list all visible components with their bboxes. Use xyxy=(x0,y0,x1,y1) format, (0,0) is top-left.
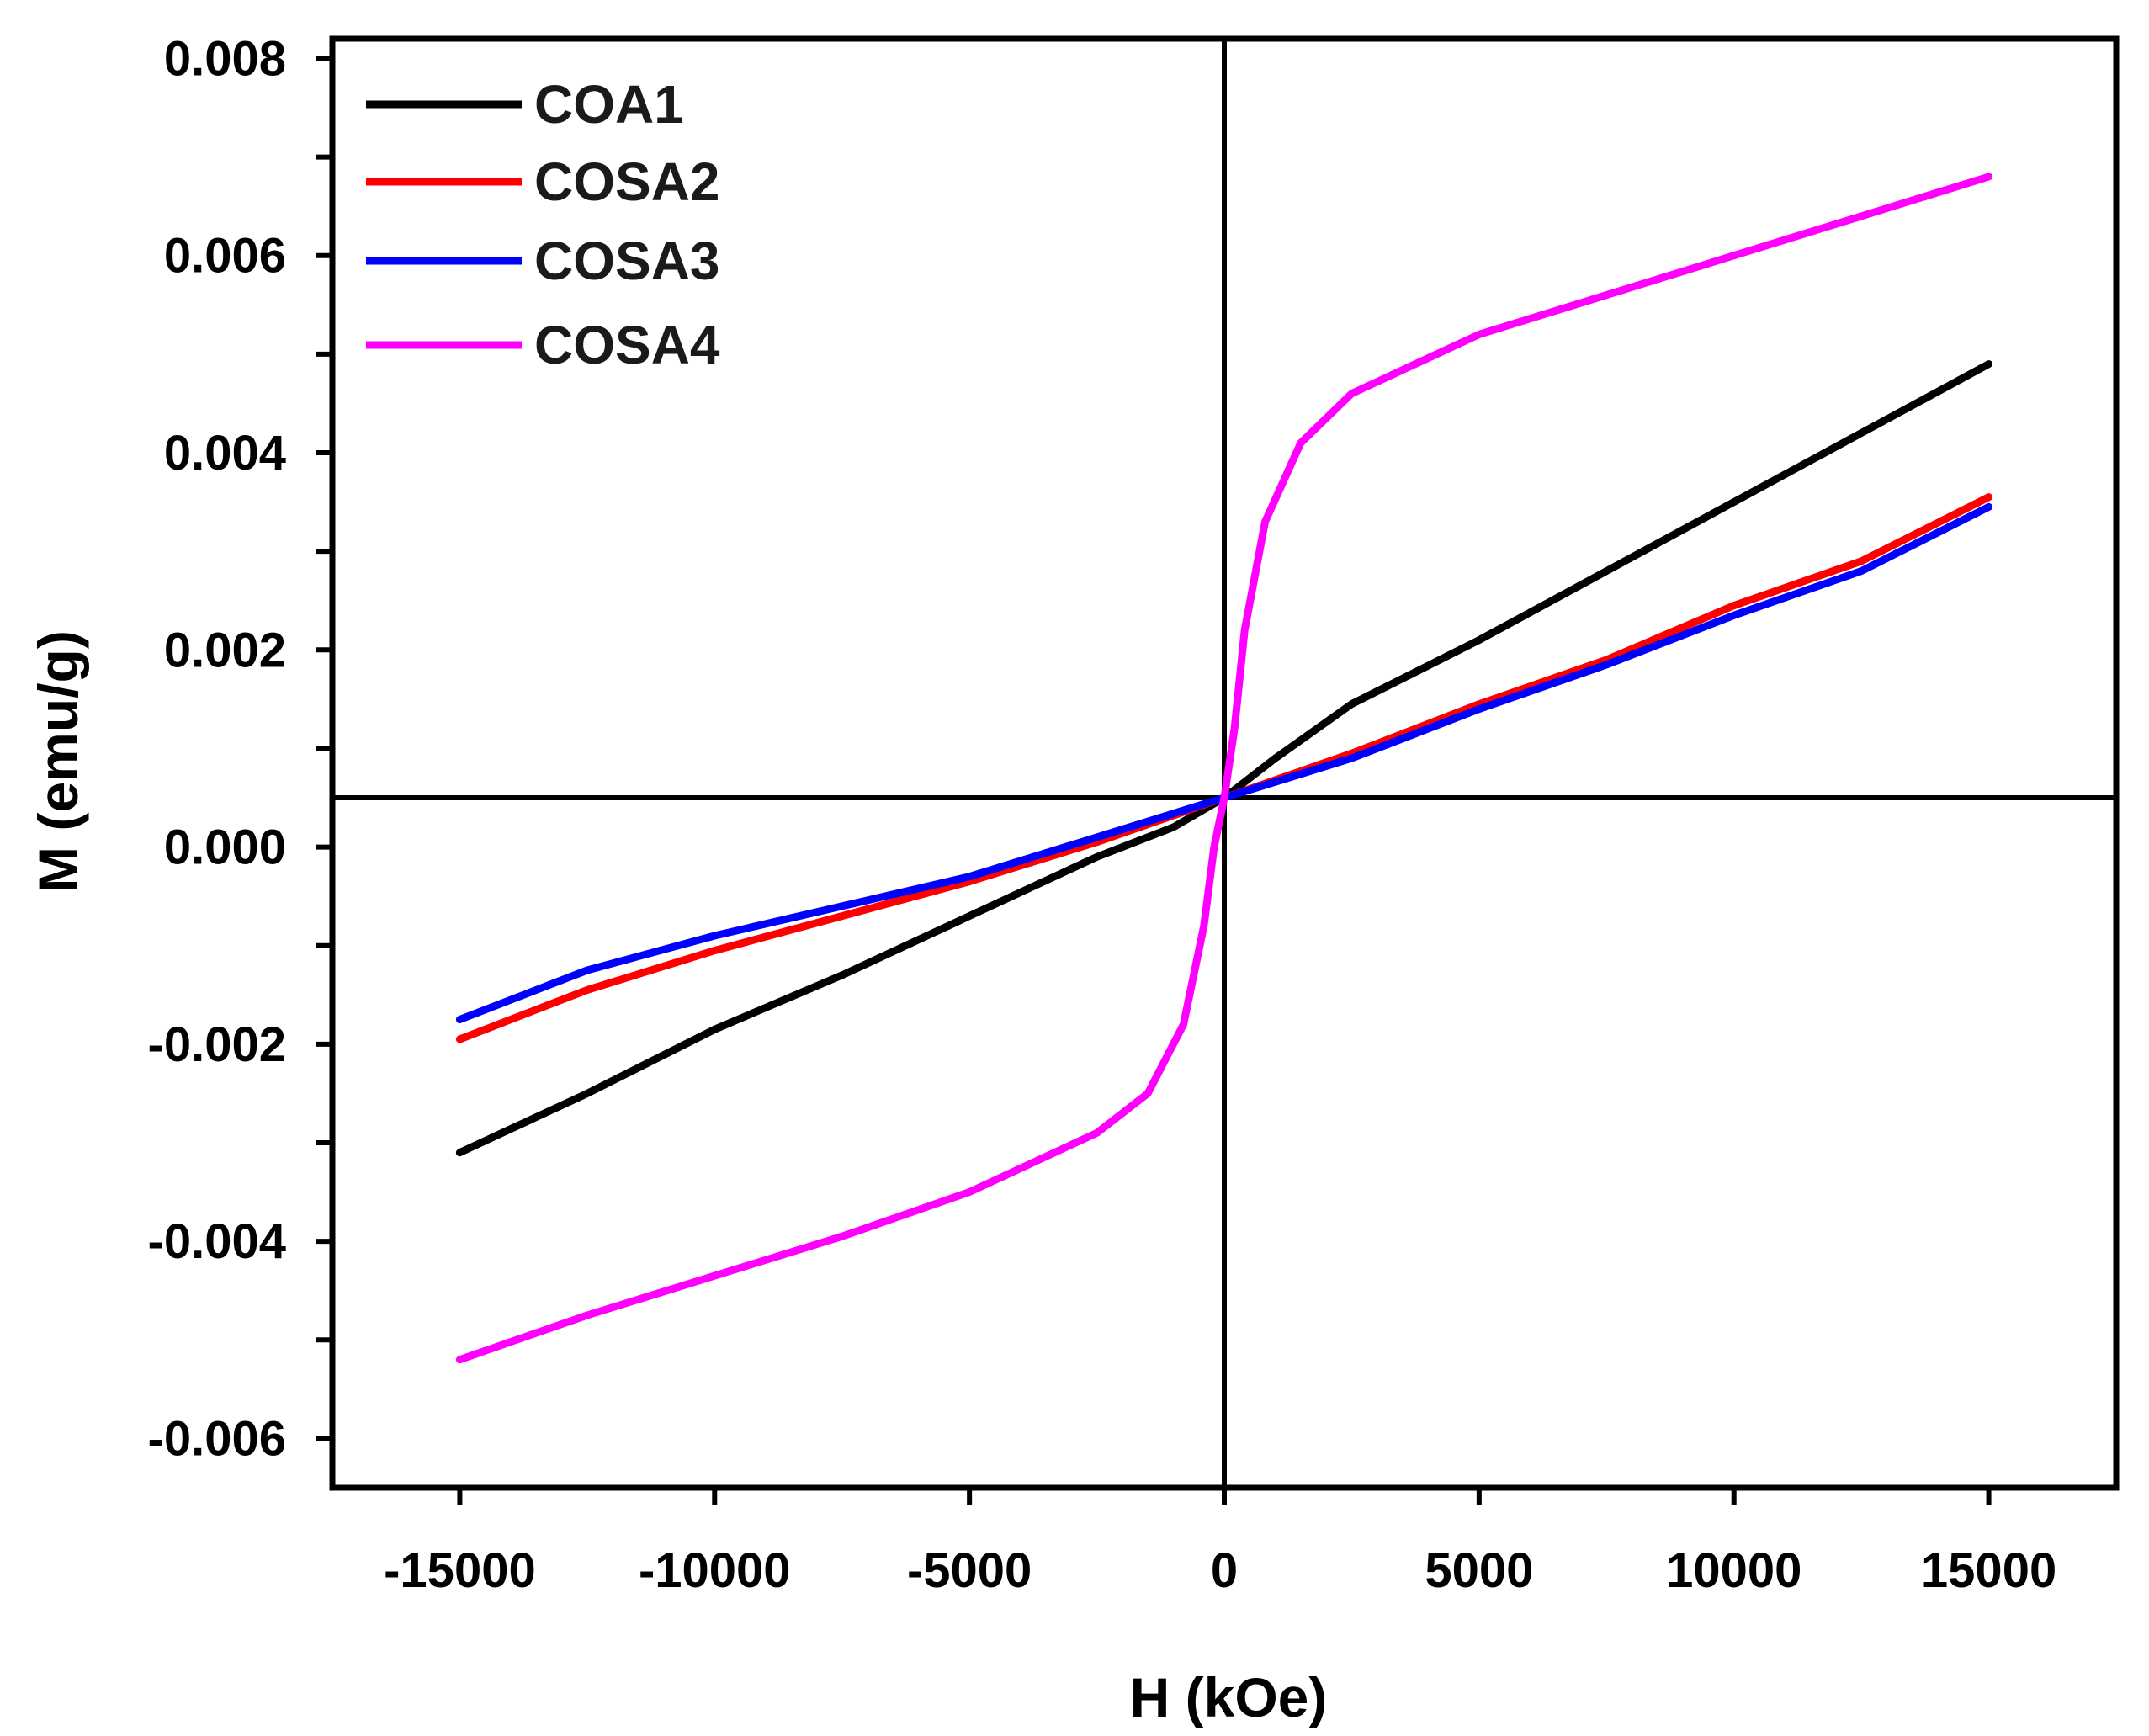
y-tick-label: 0.006 xyxy=(164,229,286,284)
x-tick-label: 5000 xyxy=(1425,1543,1533,1598)
x-tick-label: -15000 xyxy=(384,1543,536,1598)
legend-label-coa1: COA1 xyxy=(534,74,684,135)
y-axis-title: M (emu/g) xyxy=(27,630,89,893)
y-tick-label: 0.000 xyxy=(164,820,286,875)
series-layer xyxy=(455,173,1993,1364)
y-tick-label: 0.002 xyxy=(164,623,286,677)
legend-label-cosa2: COSA2 xyxy=(534,151,720,212)
x-tick-label: 0 xyxy=(1211,1543,1238,1598)
y-tick-label: 0.008 xyxy=(164,31,286,86)
legend-label-cosa4: COSA4 xyxy=(534,315,720,375)
legend: COA1 COSA2 COSA3 COSA4 xyxy=(366,74,720,375)
x-tick-label: 10000 xyxy=(1666,1543,1801,1598)
y-tick-label: -0.002 xyxy=(148,1017,286,1072)
legend-label-cosa3: COSA3 xyxy=(534,231,720,291)
series-line-cosa4 xyxy=(455,173,1993,1364)
x-axis-ticks: -15000 -10000 -5000 0 5000 10000 15000 xyxy=(384,1488,2056,1598)
y-tick-label: -0.006 xyxy=(148,1411,286,1466)
y-axis-ticks: -0.006 -0.004 -0.002 0.000 0.002 0.004 0.006 0.… xyxy=(148,31,332,1466)
x-tick-label: 15000 xyxy=(1921,1543,2056,1598)
x-axis-title: H (kOe) xyxy=(1130,1666,1328,1728)
y-tick-label: -0.004 xyxy=(148,1214,286,1269)
x-tick-label: -5000 xyxy=(907,1543,1032,1598)
y-tick-label: 0.004 xyxy=(164,426,286,480)
x-tick-label: -10000 xyxy=(639,1543,791,1598)
